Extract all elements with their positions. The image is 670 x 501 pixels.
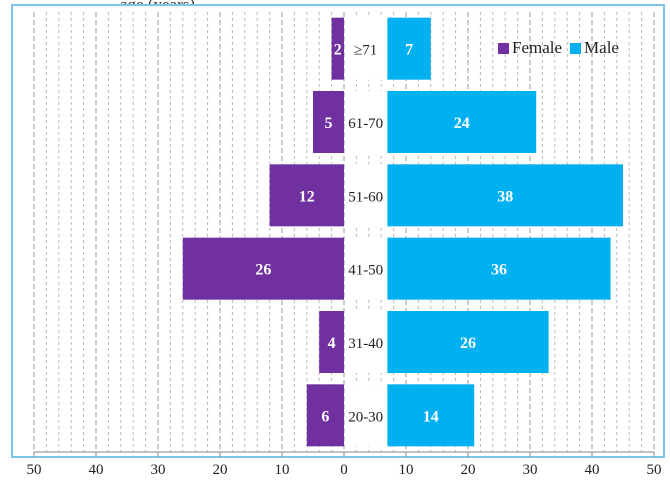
data-label-female: 4 — [328, 335, 336, 352]
legend-item-female: Female — [498, 38, 562, 58]
bar-male — [387, 384, 475, 447]
data-label-female: 12 — [299, 188, 315, 205]
bar-male — [387, 311, 549, 373]
data-label-female: 2 — [334, 42, 342, 59]
bar-male — [387, 17, 431, 80]
category-label-band — [345, 237, 387, 300]
bar-female — [331, 17, 344, 80]
bar-male — [387, 237, 611, 300]
data-label-male: 7 — [405, 42, 413, 59]
data-label-male: 14 — [423, 408, 439, 425]
data-label-male: 36 — [491, 262, 507, 279]
bar-female — [269, 164, 344, 227]
bar-female — [313, 91, 344, 153]
x-tick-label: 30 — [151, 462, 166, 478]
category-label-band — [345, 91, 387, 153]
x-tick-label: 20 — [461, 462, 476, 478]
legend-swatch-male — [570, 42, 582, 54]
legend-label-male: Male — [584, 38, 619, 57]
x-tick-label: 10 — [275, 462, 290, 478]
x-tick-label: 10 — [399, 462, 414, 478]
x-tick-label: 0 — [340, 462, 348, 478]
category-label-band — [345, 384, 387, 447]
category-label: 20-30 — [348, 409, 383, 425]
data-label-female: 5 — [325, 115, 333, 132]
bar-female — [306, 384, 344, 447]
data-label-male: 38 — [497, 188, 513, 205]
x-tick-label: 40 — [89, 462, 104, 478]
category-label: 61-70 — [348, 116, 383, 132]
category-label-band — [345, 311, 387, 373]
x-tick-label: 50 — [647, 462, 662, 478]
x-tick-label: 20 — [213, 462, 228, 478]
bar-female — [319, 311, 344, 373]
data-label-male: 24 — [454, 115, 470, 132]
bar-male — [387, 164, 623, 227]
category-label-band — [345, 17, 387, 80]
bar-female — [182, 237, 344, 300]
category-label: ≥71 — [354, 43, 377, 59]
x-tick-label: 30 — [523, 462, 538, 478]
category-label: 31-40 — [348, 336, 383, 352]
data-label-female: 26 — [255, 262, 271, 279]
data-label-female: 6 — [321, 408, 329, 425]
bar-male — [387, 91, 537, 153]
x-tick-label: 50 — [27, 462, 42, 478]
category-label: 51-60 — [348, 189, 383, 205]
legend-item-male: Male — [570, 38, 619, 58]
chart-legend: Female Male — [498, 38, 627, 58]
category-label-band — [345, 164, 387, 227]
data-label-male: 26 — [460, 335, 476, 352]
x-tick-label: 40 — [585, 462, 600, 478]
legend-label-female: Female — [512, 38, 563, 57]
legend-swatch-female — [498, 42, 509, 54]
category-label: 41-50 — [348, 263, 383, 279]
